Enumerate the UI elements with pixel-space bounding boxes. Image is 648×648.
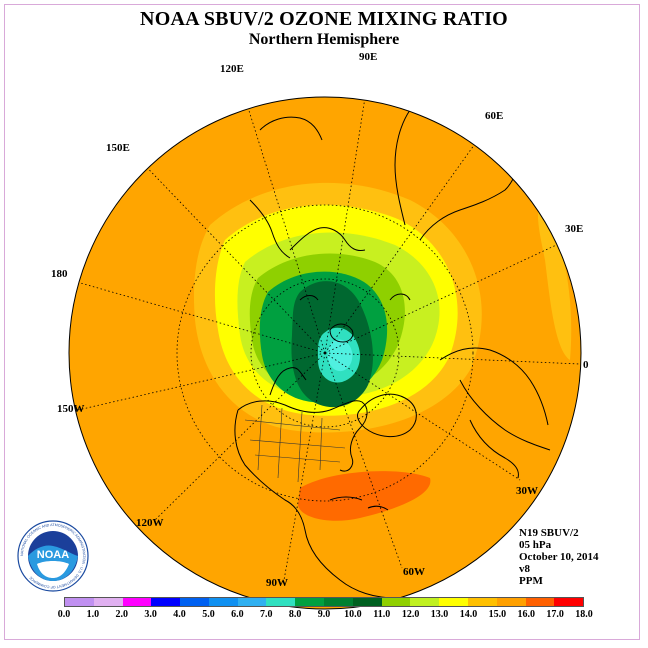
lon-label-60e: 60E <box>485 110 504 122</box>
lon-label-0: 0 <box>583 359 589 371</box>
colorbar-swatch <box>381 598 411 606</box>
colorbar-swatch <box>496 598 526 606</box>
colorbar-tick-label: 12.0 <box>401 609 420 620</box>
lon-label-150w: 150W <box>57 403 85 415</box>
lon-label-30w: 30W <box>516 485 538 497</box>
colorbar-swatch <box>151 598 181 606</box>
ozone-band-6-7 <box>327 339 353 372</box>
colorbar-swatch <box>352 598 382 606</box>
info-units: PPM <box>519 575 543 587</box>
map-boundary <box>68 96 582 610</box>
colorbar <box>64 597 584 607</box>
lon-label-150e: 150E <box>106 142 130 154</box>
meridians <box>69 97 581 581</box>
info-block: N19 SBUV/2 05 hPa October 10, 2014 v8 PP… <box>519 527 599 587</box>
lon-label-90w: 90W <box>266 577 288 589</box>
colorbar-swatch <box>65 598 94 606</box>
colorbar-tick-label: 0.0 <box>57 609 71 620</box>
colorbar-swatch <box>324 598 353 606</box>
colorbar-tick-label: 13.0 <box>430 609 449 620</box>
lon-label-120e: 120E <box>220 63 244 75</box>
colorbar-swatch <box>467 598 497 606</box>
political-boundaries <box>244 404 346 483</box>
colorbar-ticks: 0.0 1.0 2.0 3.0 4.0 5.0 6.0 7.0 8.0 9.0 10.0 11.0 12… <box>50 609 610 623</box>
colorbar-swatch <box>525 598 555 606</box>
lon-label-180: 180 <box>51 268 68 280</box>
colorbar-tick-label: 17.0 <box>546 609 564 620</box>
info-date: October 10, 2014 <box>519 551 599 563</box>
colorbar-tick-label: 4.0 <box>173 609 186 620</box>
info-satellite: N19 SBUV/2 <box>519 527 579 539</box>
colorbar-swatch <box>93 598 123 606</box>
lon-label-30e: 30E <box>565 223 584 235</box>
colorbar-swatch <box>180 598 209 606</box>
info-version: v8 <box>519 563 530 575</box>
noaa-logo-text: NOAA <box>37 549 69 561</box>
colorbar-swatch <box>237 598 267 606</box>
colorbar-tick-label: 15.0 <box>488 609 507 620</box>
colorbar-tick-label: 10.0 <box>344 609 362 620</box>
colorbar-tick-label: 16.0 <box>517 609 535 620</box>
noaa-logo: NOAA NATIONAL OCEANIC AND ATMOSPHERIC AD… <box>17 520 89 592</box>
colorbar-tick-label: 1.0 <box>86 609 100 620</box>
lon-label-120w: 120W <box>136 517 164 529</box>
colorbar-swatch <box>554 598 584 606</box>
colorbar-tick-label: 7.0 <box>259 609 273 620</box>
colorbar-tick-label: 11.0 <box>373 609 391 620</box>
colorbar-tick-label: 8.0 <box>288 609 302 620</box>
colorbar-swatch <box>208 598 238 606</box>
colorbar-swatch <box>295 598 325 606</box>
colorbar-tick-label: 2.0 <box>115 609 129 620</box>
colorbar-swatch <box>410 598 440 606</box>
latitude-circles <box>176 204 474 502</box>
colorbar-tick-label: 5.0 <box>202 609 215 620</box>
lon-label-60w: 60W <box>403 566 425 578</box>
map-title: NOAA SBUV/2 OZONE MIXING RATIO <box>140 8 508 30</box>
colorbar-tick-label: 9.0 <box>317 609 331 620</box>
ozone-band-13-14-east <box>537 200 572 360</box>
lon-label-90e: 90E <box>359 51 378 63</box>
colorbar-swatch <box>439 598 468 606</box>
colorbar-swatch <box>266 598 296 606</box>
colorbar-tick-label: 18.0 <box>575 609 593 620</box>
colorbar-swatch <box>122 598 152 606</box>
figure-frame <box>4 4 640 640</box>
colorbar-tick-label: 3.0 <box>144 609 157 620</box>
colorbar-tick-label: 14.0 <box>459 609 478 620</box>
colorbar-tick-label: 6.0 <box>231 609 244 620</box>
info-level: 05 hPa <box>519 539 552 551</box>
map-subtitle: Northern Hemisphere <box>248 31 400 48</box>
